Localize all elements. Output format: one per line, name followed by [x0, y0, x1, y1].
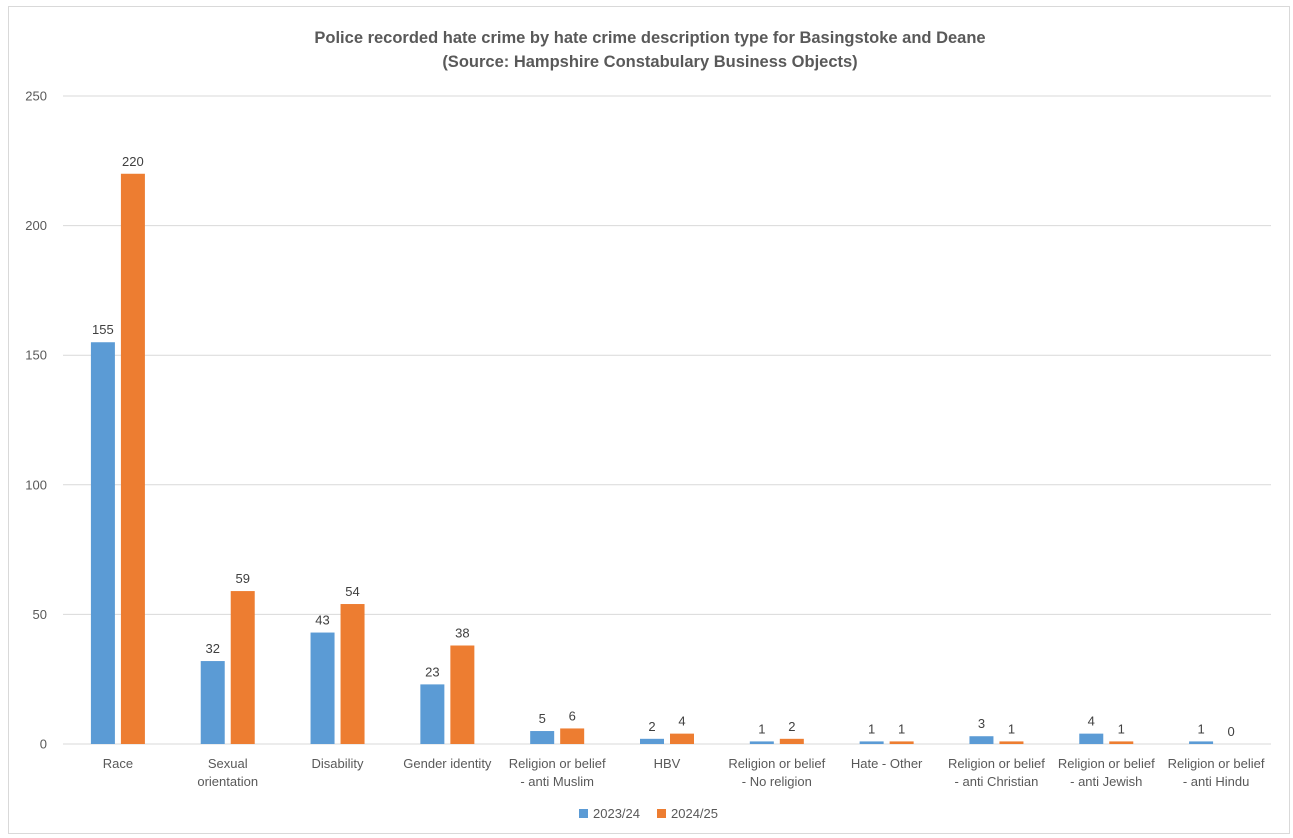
data-label: 2	[648, 719, 655, 734]
data-label: 155	[92, 322, 114, 337]
bar-2023-24	[200, 661, 225, 744]
y-tick-label: 50	[33, 607, 47, 622]
x-category-label: - anti Jewish	[1070, 774, 1142, 789]
legend-swatch	[579, 809, 588, 818]
data-label: 43	[315, 613, 329, 628]
data-label: 4	[1088, 714, 1095, 729]
bar-chart: Police recorded hate crime by hate crime…	[25, 29, 1271, 821]
data-label: 4	[678, 714, 685, 729]
x-category-label: Race	[103, 756, 133, 771]
x-category-label: - No religion	[742, 774, 812, 789]
bar-2023-24	[859, 741, 884, 744]
data-label: 6	[569, 708, 576, 723]
x-category-label: Gender identity	[403, 756, 492, 771]
bar-2023-24	[420, 684, 445, 744]
data-label: 1	[1118, 721, 1125, 736]
legend-label: 2023/24	[593, 806, 640, 821]
bar-2024-25	[340, 604, 365, 744]
x-category-label: Religion or belief	[1058, 756, 1155, 771]
chart-subtitle: (Source: Hampshire Constabulary Business…	[442, 53, 857, 71]
data-label: 1	[1008, 721, 1015, 736]
bar-2023-24	[1189, 741, 1214, 744]
y-tick-label: 0	[40, 737, 47, 752]
bars	[90, 173, 1214, 744]
data-label: 1	[868, 721, 875, 736]
bar-2024-25	[450, 645, 475, 744]
bar-2023-24	[1079, 733, 1104, 744]
y-tick-label: 200	[25, 218, 47, 233]
data-labels: 155 220 32 59 43 54 23 38 5 6 2 4 1 2 1 1 3 1 4 1 1 0	[92, 154, 1235, 739]
data-label: 3	[978, 716, 985, 731]
x-category-label: Religion or belief	[1168, 756, 1265, 771]
bar-2024-25	[1109, 741, 1134, 744]
x-category-label: Religion or belief	[728, 756, 825, 771]
y-axis-ticks: 0 50 100 150 200 250	[25, 89, 47, 752]
bar-2024-25	[120, 173, 145, 744]
data-label: 1	[1197, 721, 1204, 736]
bar-2023-24	[969, 736, 994, 744]
data-label: 0	[1227, 724, 1234, 739]
x-category-label: Hate - Other	[851, 756, 923, 771]
bar-2024-25	[560, 728, 585, 744]
x-category-label: Disability	[312, 756, 365, 771]
gridlines	[63, 95, 1271, 745]
y-tick-label: 100	[25, 477, 47, 492]
bar-2023-24	[749, 741, 774, 744]
data-label: 38	[455, 626, 469, 641]
x-axis-categories: Race Sexual orientation Disability Gender id…	[103, 756, 1265, 789]
x-category-label: Religion or belief	[509, 756, 606, 771]
x-category-label: - anti Christian	[955, 774, 1039, 789]
legend: 2023/24 2024/25	[579, 806, 718, 821]
y-tick-label: 150	[25, 348, 47, 363]
x-category-label: Religion or belief	[948, 756, 1045, 771]
bar-2024-25	[670, 733, 694, 744]
x-category-label: Sexual	[208, 756, 248, 771]
data-label: 1	[898, 721, 905, 736]
data-label: 1	[758, 721, 765, 736]
x-category-label: - anti Muslim	[520, 774, 594, 789]
x-category-label: - anti Hindu	[1183, 774, 1249, 789]
legend-swatch	[657, 809, 666, 818]
chart-area: Police recorded hate crime by hate crime…	[8, 6, 1290, 834]
bar-2024-25	[889, 741, 914, 744]
bar-2024-25	[999, 741, 1024, 744]
data-label: 220	[122, 154, 144, 169]
x-category-label: orientation	[197, 774, 258, 789]
bar-2023-24	[310, 632, 335, 744]
data-label: 54	[345, 584, 359, 599]
data-label: 5	[539, 711, 546, 726]
bar-2024-25	[779, 738, 804, 744]
bar-2023-24	[640, 738, 664, 744]
bar-2023-24	[530, 731, 555, 744]
chart-title: Police recorded hate crime by hate crime…	[314, 29, 985, 47]
x-category-label: HBV	[654, 756, 681, 771]
data-label: 23	[425, 664, 439, 679]
legend-label: 2024/25	[671, 806, 718, 821]
bar-2023-24	[90, 342, 115, 744]
data-label: 59	[235, 571, 249, 586]
data-label: 2	[788, 719, 795, 734]
y-tick-label: 250	[25, 89, 47, 104]
data-label: 32	[205, 641, 219, 656]
bar-2024-25	[230, 591, 255, 744]
